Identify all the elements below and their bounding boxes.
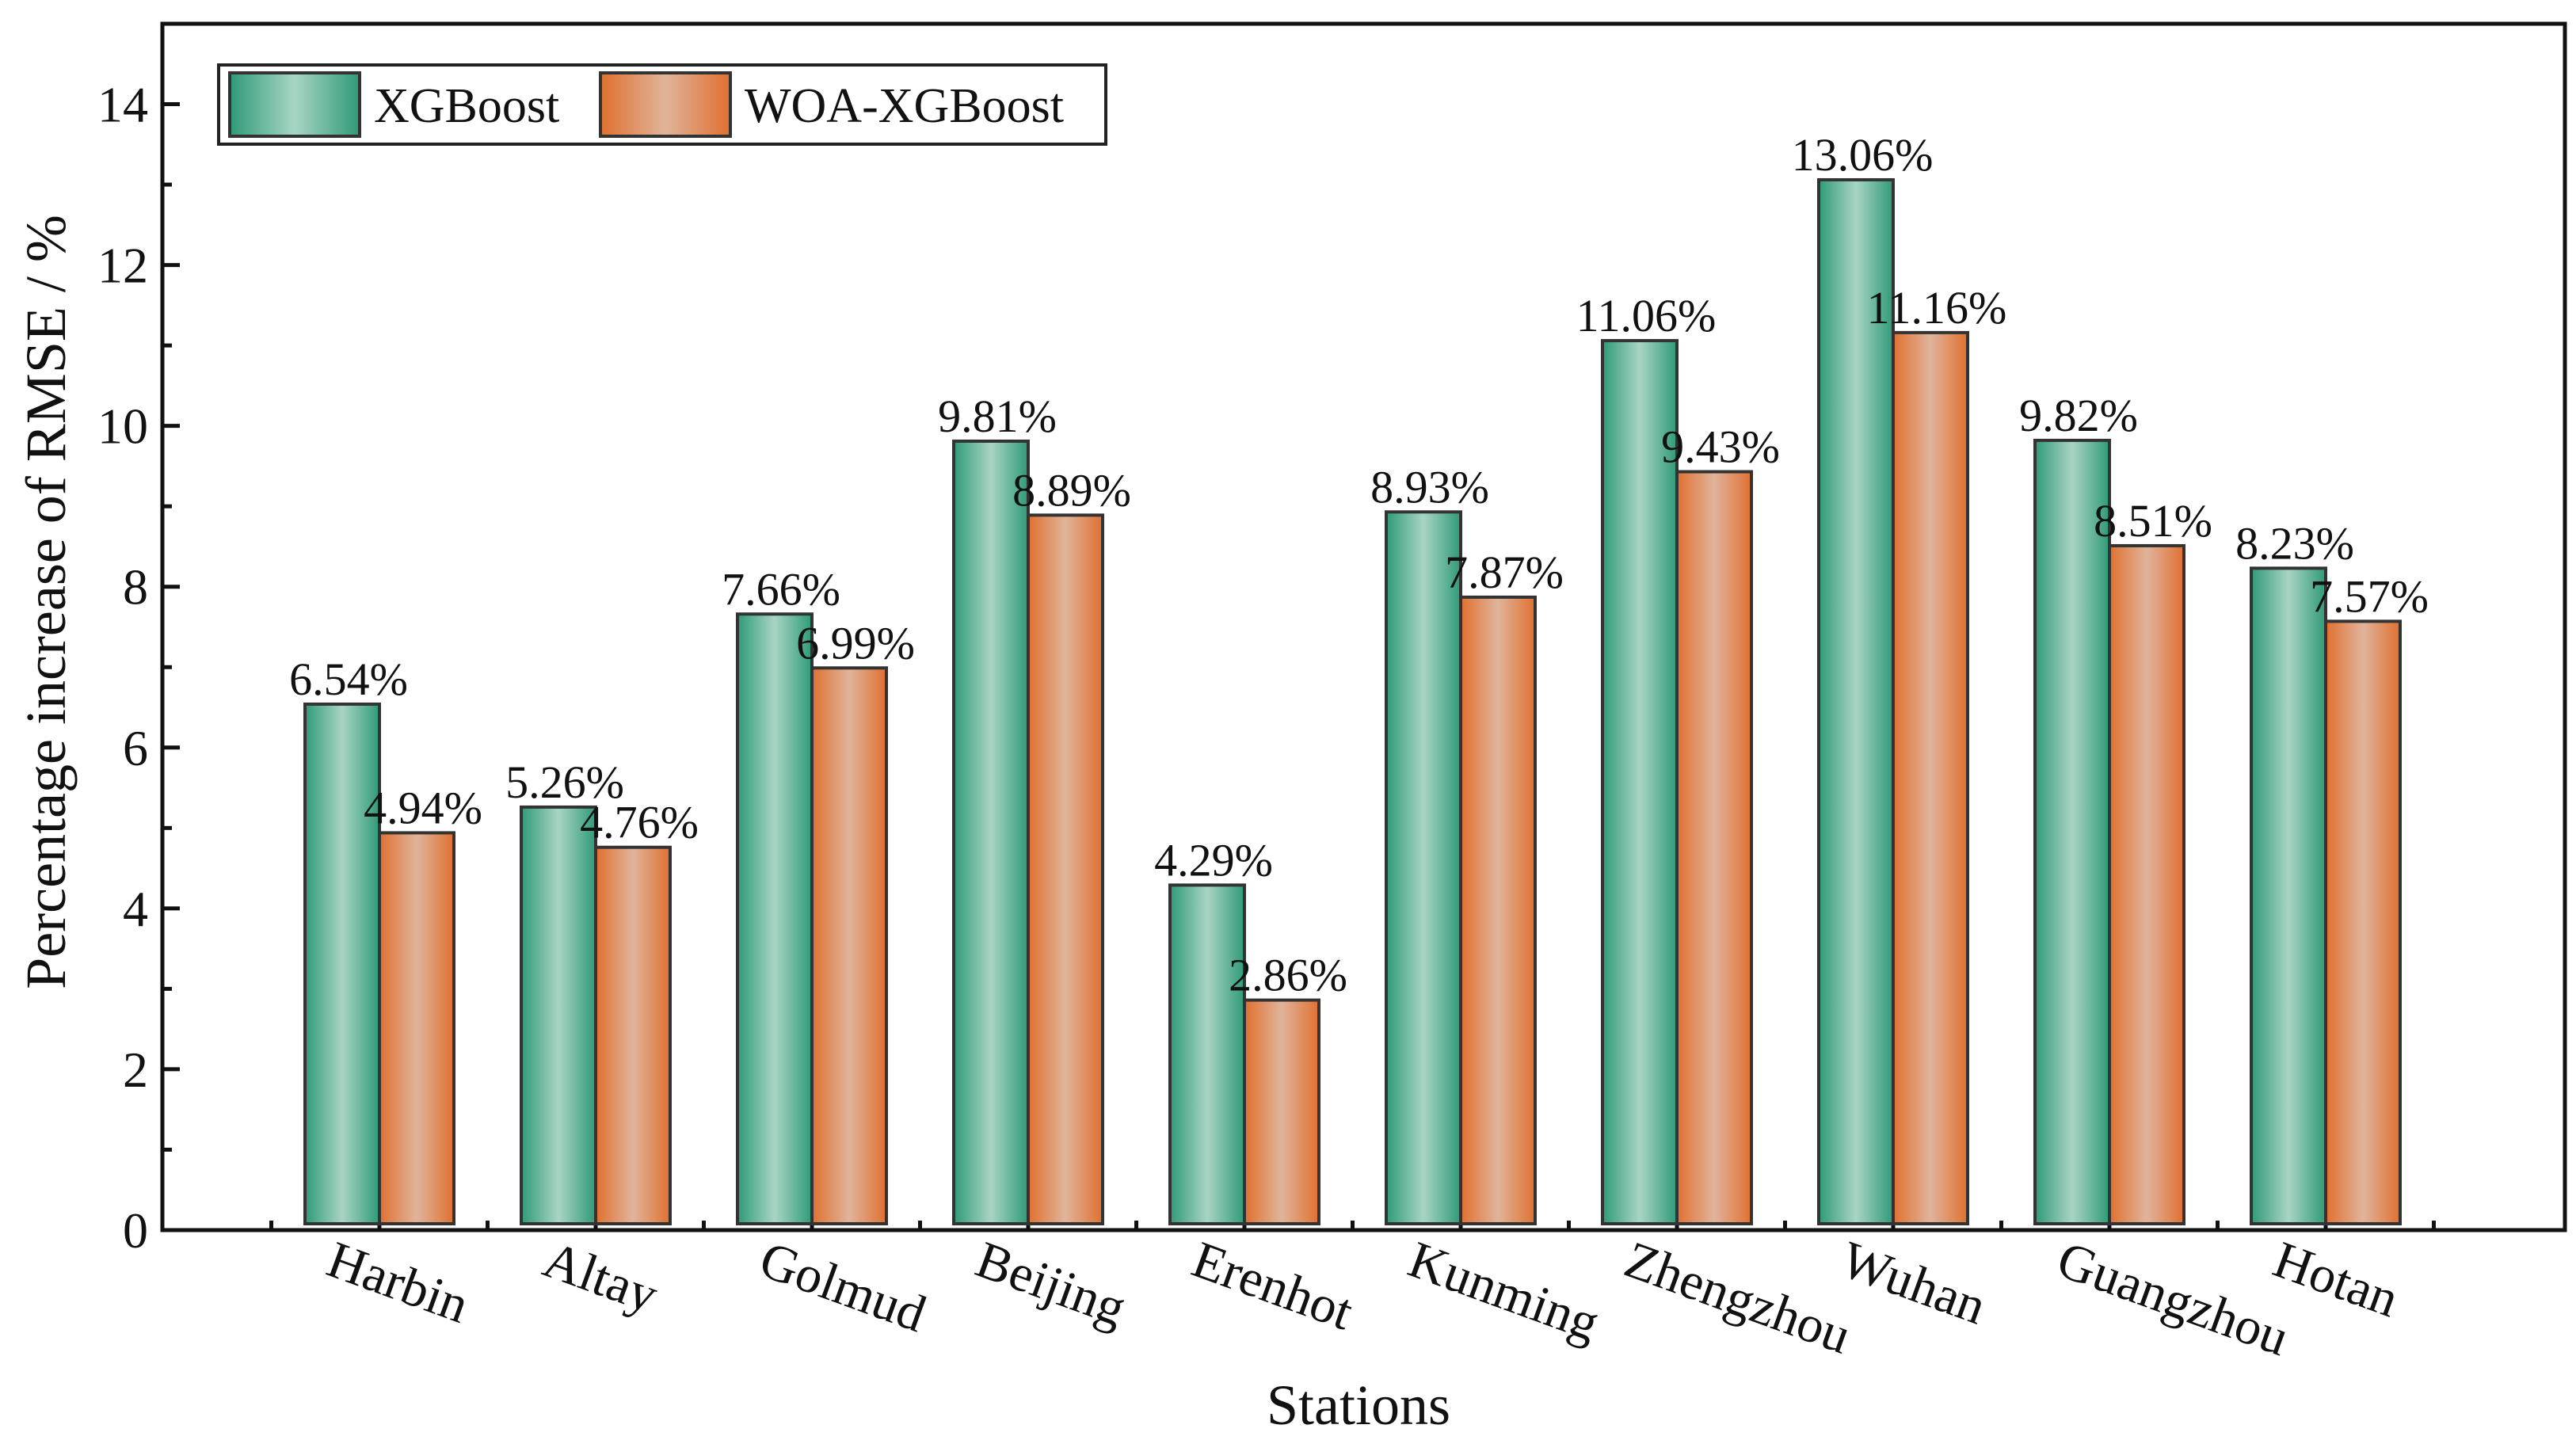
bar-woa-xgboost (594, 845, 672, 1225)
data-label-xgboost: 9.81% (938, 390, 1057, 442)
bar-woa-xgboost (1892, 330, 1969, 1226)
data-label-woa-xgboost: 6.99% (796, 617, 915, 669)
bar-woa-xgboost (1459, 595, 1537, 1225)
bar-xgboost (1817, 177, 1895, 1226)
x-tick-label: Wuhan (1834, 1230, 1994, 1335)
bar-woa-xgboost (2324, 619, 2402, 1225)
data-label-xgboost: 9.82% (2019, 390, 2138, 441)
bar-woa-xgboost (1675, 470, 1753, 1225)
x-tick-label: Guangzhou (2050, 1230, 2296, 1367)
x-tick-label: Harbin (320, 1230, 476, 1334)
y-tick-label: 10 (97, 398, 148, 455)
bar-xgboost (2033, 438, 2111, 1225)
data-label-xgboost: 8.93% (1370, 461, 1489, 512)
legend-swatch-woa-xgboost (599, 71, 732, 138)
y-tick-label: 0 (123, 1202, 148, 1259)
y-tick-label: 8 (123, 559, 148, 615)
bar-woa-xgboost (810, 666, 888, 1225)
bar-woa-xgboost (1027, 513, 1104, 1225)
legend-swatch-xgboost (228, 71, 361, 138)
data-label-xgboost: 5.26% (505, 756, 624, 808)
bar-woa-xgboost (378, 831, 455, 1225)
y-tick-label: 14 (97, 77, 148, 133)
data-label-woa-xgboost: 7.57% (2310, 570, 2429, 622)
bar-xgboost (736, 612, 814, 1225)
data-label-xgboost: 6.54% (289, 653, 408, 705)
data-label-woa-xgboost: 2.86% (1229, 950, 1347, 1001)
data-label-woa-xgboost: 8.51% (2094, 495, 2212, 547)
bar-woa-xgboost (1243, 998, 1320, 1225)
x-tick-label: Altay (536, 1230, 665, 1324)
bar-xgboost (1601, 339, 1679, 1225)
x-tick-label: Golmud (753, 1230, 933, 1343)
data-label-woa-xgboost: 9.43% (1661, 421, 1780, 473)
y-tick-label: 12 (97, 238, 148, 294)
bar-woa-xgboost (2108, 543, 2185, 1225)
data-label-xgboost: 4.29% (1154, 834, 1273, 886)
data-label-woa-xgboost: 4.94% (364, 782, 482, 833)
legend-label-xgboost: XGBoost (374, 79, 559, 133)
x-axis-title: Stations (1267, 1373, 1450, 1437)
y-tick-label: 6 (123, 720, 148, 776)
y-axis-title: Percentage increase of RMSE / % (14, 215, 78, 989)
x-tick-label: Beijing (969, 1230, 1134, 1337)
plot-area-frame (160, 21, 2567, 1232)
data-label-xgboost: 13.06% (1792, 129, 1934, 181)
data-label-woa-xgboost: 4.76% (580, 797, 699, 848)
data-label-woa-xgboost: 8.89% (1012, 464, 1131, 516)
legend-label-woa-xgboost: WOA-XGBoost (745, 79, 1064, 133)
bar-xgboost (1385, 510, 1462, 1225)
bar-xgboost (1168, 883, 1246, 1225)
data-label-xgboost: 7.66% (722, 563, 840, 615)
data-label-woa-xgboost: 11.16% (1867, 282, 2007, 333)
y-tick-label: 2 (123, 1042, 148, 1098)
data-label-xgboost: 11.06% (1576, 290, 1717, 341)
bar-xgboost (952, 439, 1030, 1225)
x-tick-label: Kunming (1401, 1230, 1606, 1352)
x-tick-label: Zhengzhou (1618, 1230, 1858, 1365)
data-label-woa-xgboost: 7.87% (1445, 547, 1564, 598)
bar-xgboost (2250, 566, 2327, 1225)
y-tick-label: 4 (123, 881, 148, 937)
legend: XGBoost WOA-XGBoost (217, 63, 1107, 146)
bar-xgboost (520, 805, 597, 1225)
x-tick-label: Erenhot (1185, 1230, 1360, 1341)
data-label-xgboost: 8.23% (2235, 517, 2354, 569)
